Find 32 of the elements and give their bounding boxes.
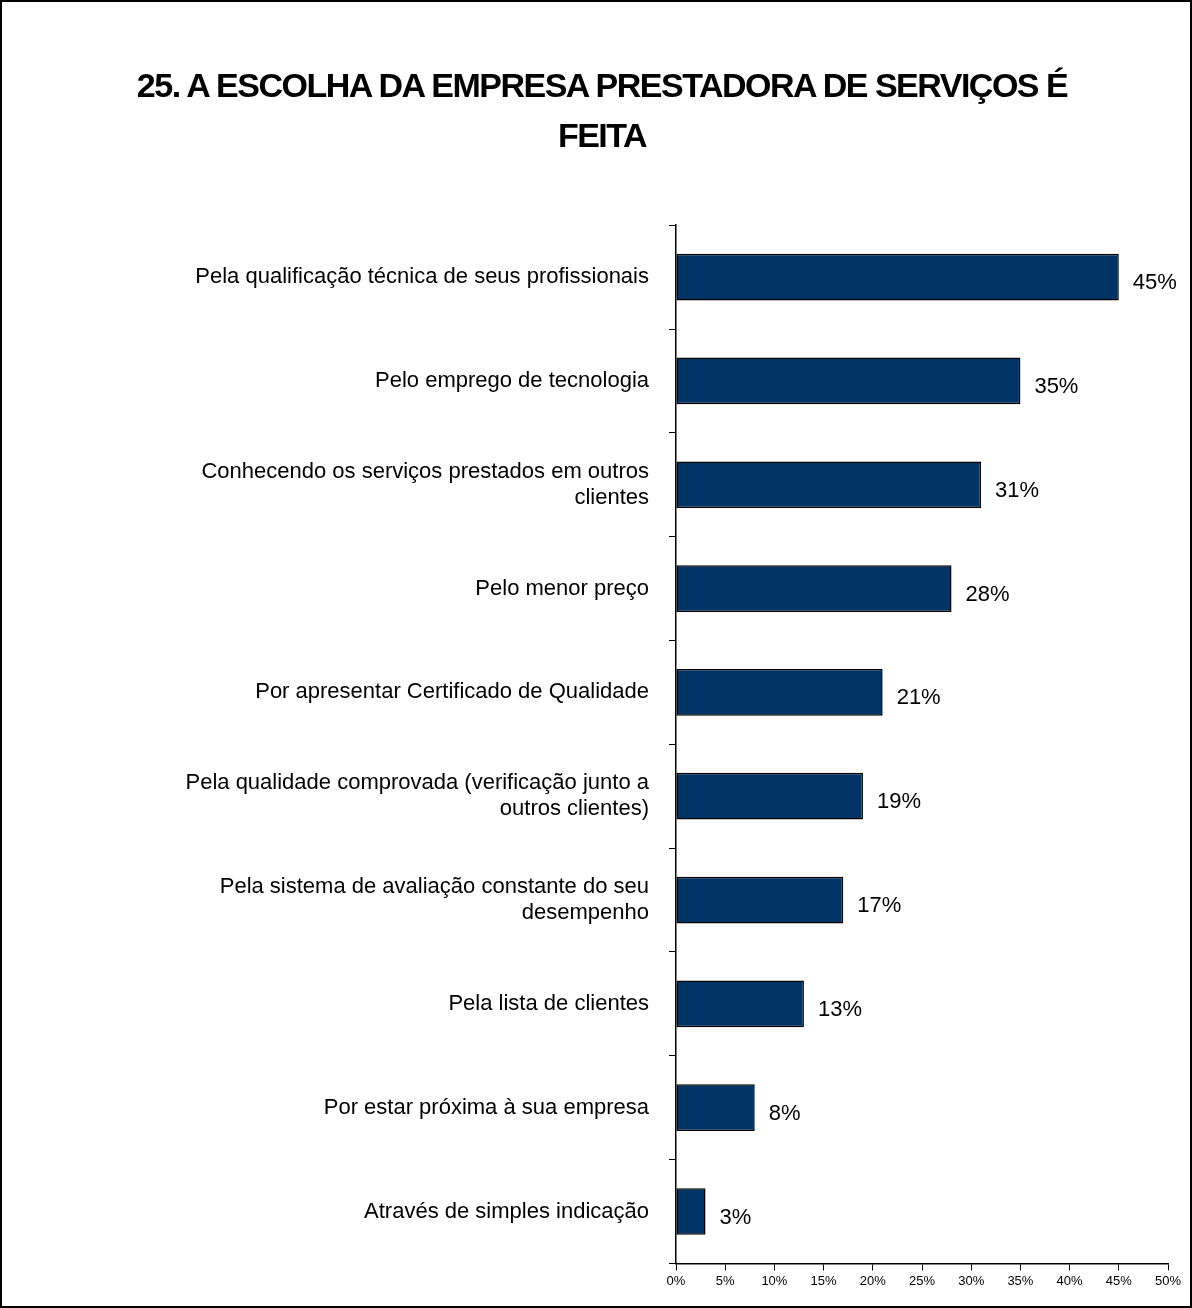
data-label: 8%: [768, 1099, 801, 1125]
y-tick-label: Por apresentar Certificado de Qualidade: [255, 678, 649, 704]
y-tick-label: Conhecendo os serviços prestados em outros clientes: [201, 457, 649, 510]
x-tick-label: 10%: [761, 1272, 788, 1288]
y-tick-label: Pelo menor preço: [475, 574, 649, 600]
x-tick-label: 25%: [908, 1272, 936, 1288]
x-tick-label: 35%: [1007, 1272, 1034, 1288]
x-tick-label: 50%: [1154, 1272, 1182, 1288]
data-label: 28%: [965, 580, 1010, 606]
data-label: 35%: [1034, 372, 1079, 398]
x-tick-label: 5%: [715, 1272, 736, 1288]
x-tick-label: 0%: [666, 1272, 686, 1288]
y-tick-label: Pela lista de clientes: [448, 989, 649, 1015]
data-label: 31%: [995, 476, 1040, 502]
data-label: 13%: [817, 995, 862, 1021]
y-tick-label: Pelo emprego de tecnologia: [375, 366, 650, 392]
data-label: 3%: [719, 1203, 752, 1229]
y-tick-label: Pela qualificação técnica de seus profissionais: [195, 263, 649, 289]
x-tick-label: 45%: [1105, 1272, 1133, 1288]
chart-title: 25. A ESCOLHA DA EMPRESA PRESTADORA DE SERVIÇOS É FEITA: [135, 65, 1069, 156]
data-label: 45%: [1132, 269, 1177, 295]
y-tick-label: Pela sistema de avaliação constante do seu desempenho: [219, 872, 649, 925]
y-tick-label: Pela qualidade comprovada (verificação junto a outros clientes): [185, 769, 650, 821]
data-label: 17%: [857, 892, 902, 918]
data-label: 21%: [896, 684, 941, 710]
x-tick-label: 15%: [810, 1272, 838, 1288]
x-tick-label: 40%: [1056, 1272, 1084, 1288]
y-tick-label: Através de simples indicação: [364, 1197, 649, 1223]
x-tick-label: 30%: [958, 1272, 985, 1288]
x-tick-label: 20%: [859, 1272, 887, 1288]
data-label: 19%: [876, 788, 922, 814]
y-tick-label: Por estar próxima à sua empresa: [323, 1093, 650, 1119]
